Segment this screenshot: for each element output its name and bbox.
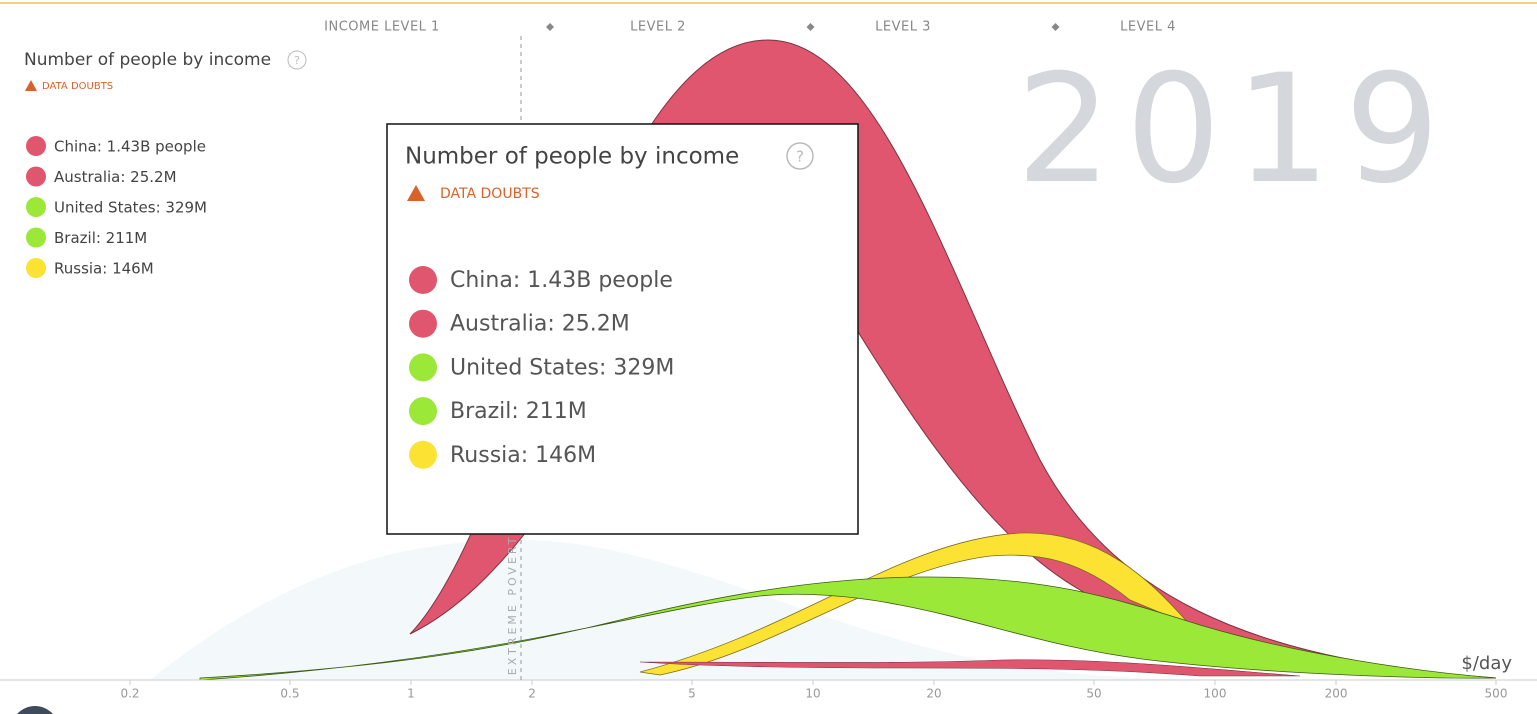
legend-dot: [26, 166, 46, 187]
tooltip-title: Number of people by income: [405, 144, 739, 170]
legend-dot: [26, 258, 46, 278]
tooltip-label: Brazil: 211M: [450, 399, 587, 424]
tooltip-warning-icon: [407, 185, 425, 201]
level-label: LEVEL 4: [1120, 20, 1176, 35]
tooltip-dot: [409, 353, 437, 382]
year: 2019: [1016, 43, 1454, 217]
x-tick-label: 20: [926, 687, 941, 701]
tooltip-data-doubts: DATA DOUBTS: [440, 186, 540, 202]
help-text[interactable]: ?: [294, 54, 300, 67]
warning-icon: [25, 80, 37, 91]
x-tick-label: 100: [1204, 687, 1227, 701]
level-divider: [1051, 23, 1060, 31]
legend-label: Russia: 146M: [54, 260, 154, 278]
x-tick-label: 5: [688, 687, 696, 701]
tooltip-dot: [409, 397, 437, 426]
tooltip-label: United States: 329M: [450, 355, 674, 380]
level-divider: [546, 23, 554, 31]
legend-label: United States: 329M: [54, 199, 207, 217]
legend-dot: [26, 136, 46, 156]
x-tick-label: 2: [528, 687, 536, 701]
level-label: LEVEL 2: [630, 20, 686, 35]
x-tick-label: 200: [1325, 687, 1348, 701]
x-tick-label: 0.2: [120, 687, 139, 701]
level-label: INCOME LEVEL 1: [324, 20, 440, 35]
legend-label: Australia: 25.2M: [54, 168, 177, 186]
poverty-label: EXTREME POVERTY: [506, 525, 519, 675]
australia-mountain: [639, 659, 1301, 677]
x-tick-label: 10: [805, 687, 820, 701]
tooltip-label: Australia: 25.2M: [450, 312, 630, 337]
tooltip: Number of people by income ? DATA DOUBTS…: [386, 123, 859, 535]
tooltip-label: China: 1.43B people: [450, 268, 673, 293]
level-divider: [806, 23, 815, 31]
tooltip-dot: [409, 309, 437, 338]
corner-button[interactable]: [11, 706, 59, 714]
legend-dot: [26, 197, 46, 217]
x-tick-label: 500: [1485, 687, 1508, 701]
tooltip-help-icon: [786, 142, 814, 170]
legend-label: Brazil: 211M: [54, 229, 147, 247]
legend-dot: [26, 227, 46, 248]
x-tick-label: 50: [1086, 687, 1101, 701]
data-doubts[interactable]: DATA DOUBTS: [42, 81, 113, 92]
tooltip-dot: [409, 440, 437, 469]
help-icon[interactable]: [287, 50, 307, 70]
legend-label: China: 1.43B people: [54, 138, 206, 156]
panel-title: Number of people by income: [24, 50, 271, 70]
x-unit: $/day: [1461, 653, 1512, 674]
tooltip-help-text: ?: [796, 148, 804, 166]
x-tick-label: 0.5: [280, 687, 299, 701]
usa-brazil-mountain: [199, 576, 1497, 681]
tooltip-box: [386, 123, 859, 535]
level-label: LEVEL 3: [875, 20, 931, 35]
x-tick-label: 1: [407, 687, 415, 701]
tooltip-dot: [409, 266, 437, 294]
tooltip-label: Russia: 146M: [450, 443, 596, 468]
